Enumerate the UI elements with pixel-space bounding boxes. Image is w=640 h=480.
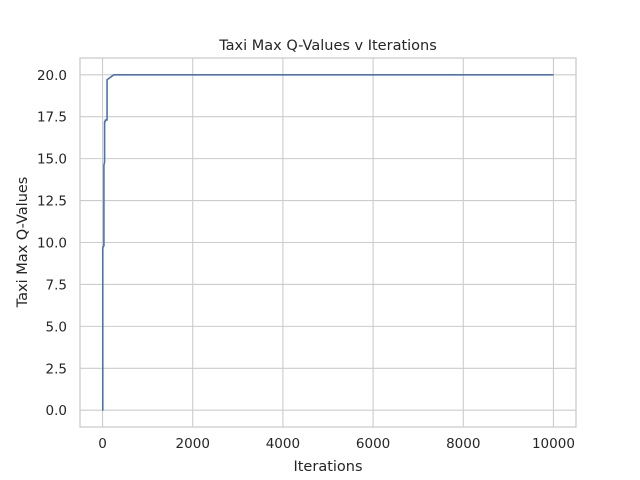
y-tick-label: 7.5 [46, 277, 67, 293]
y-axis-label: Taxi Max Q-Values [15, 177, 31, 309]
series-line [101, 73, 554, 412]
y-tick-label: 20.0 [37, 68, 67, 84]
y-tick-label: 12.5 [37, 194, 67, 210]
grid-lines [80, 58, 576, 427]
y-tick-label: 17.5 [37, 110, 67, 126]
x-tick-label: 6000 [356, 436, 390, 452]
y-tick-label: 2.5 [46, 361, 67, 377]
chart-title: Taxi Max Q-Values v Iterations [218, 38, 437, 54]
x-tick-label: 10000 [532, 436, 575, 452]
y-tick-label: 15.0 [37, 152, 67, 168]
x-tick-label: 2000 [176, 436, 210, 452]
y-tick-label: 0.0 [46, 403, 67, 419]
y-tick-label: 5.0 [46, 319, 67, 335]
x-tick-labels: 0 2000 4000 6000 8000 10000 [98, 436, 575, 452]
x-tick-label: 0 [98, 436, 107, 452]
y-tick-label: 10.0 [37, 236, 67, 252]
y-tick-labels: 0.0 2.5 5.0 7.5 10.0 12.5 15.0 17.5 20.0 [37, 68, 67, 419]
x-axis-label: Iterations [293, 459, 362, 475]
x-tick-label: 4000 [266, 436, 300, 452]
plot-frame [79, 57, 577, 428]
series-layer [101, 73, 554, 412]
x-tick-label: 8000 [446, 436, 480, 452]
